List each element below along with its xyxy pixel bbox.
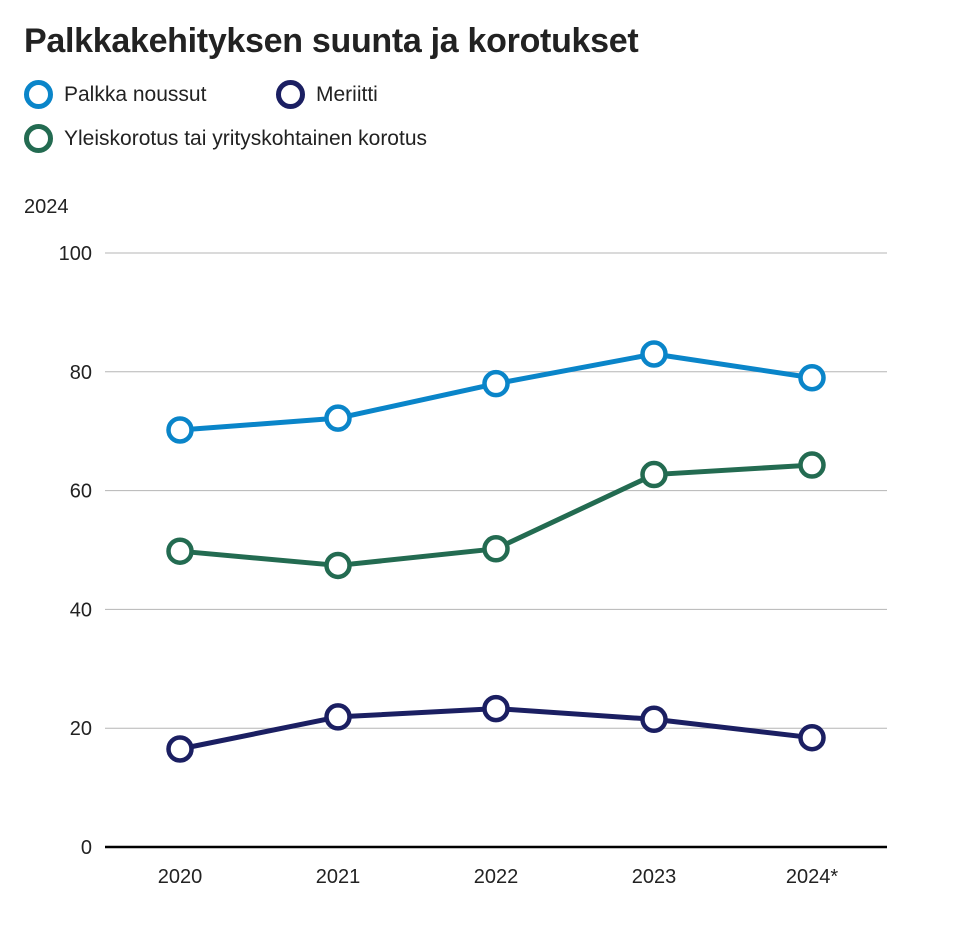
x-tick-label-2022: 2022 [474, 866, 519, 888]
chart-subtitle: 2024 [24, 196, 69, 218]
data-point-series-1-0 [166, 735, 194, 763]
legend-marker-meriitti [276, 80, 305, 109]
legend-marker-palkka-noussut [24, 80, 53, 109]
y-tick-label-0: 0 [81, 837, 92, 859]
legend-marker-yleiskorotus [24, 124, 53, 153]
data-point-series-0-0 [166, 416, 194, 444]
legend-item-palkka-noussut: Palkka noussut [24, 80, 206, 109]
data-point-series-2-2 [482, 535, 510, 563]
legend-label-yleiskorotus: Yleiskorotus tai yrityskohtainen korotus [64, 126, 427, 150]
data-point-series-1-3 [640, 705, 668, 734]
y-tick-label-40: 40 [70, 599, 92, 621]
data-point-series-0-3 [640, 340, 668, 368]
chart-title: Palkkakehityksen suunta ja korotukset [24, 22, 639, 60]
x-tick-label-2021: 2021 [316, 866, 361, 888]
x-tick-label-2024: 2024* [786, 866, 838, 888]
y-tick-label-60: 60 [70, 481, 92, 503]
legend-item-meriitti: Meriitti [276, 80, 378, 109]
data-point-series-0-4 [798, 363, 826, 392]
data-point-series-1-2 [482, 694, 510, 723]
data-point-series-2-3 [640, 460, 668, 489]
x-tick-label-2023: 2023 [632, 866, 677, 888]
legend-label-palkka-noussut: Palkka noussut [64, 82, 207, 106]
data-point-series-2-4 [798, 451, 826, 479]
x-tick-label-2020: 2020 [158, 866, 203, 888]
data-point-series-1-4 [798, 723, 826, 752]
data-point-series-0-2 [482, 369, 510, 398]
y-tick-label-20: 20 [70, 718, 92, 740]
data-point-series-1-1 [324, 703, 352, 731]
data-point-series-0-1 [324, 404, 352, 432]
data-point-series-2-0 [166, 537, 194, 565]
y-tick-label-80: 80 [70, 362, 92, 384]
legend-label-meriitti: Meriitti [316, 82, 378, 106]
y-tick-label-100: 100 [59, 243, 92, 265]
data-point-series-2-1 [324, 551, 352, 580]
legend-item-yleiskorotus: Yleiskorotus tai yrityskohtainen korotus [24, 124, 427, 153]
